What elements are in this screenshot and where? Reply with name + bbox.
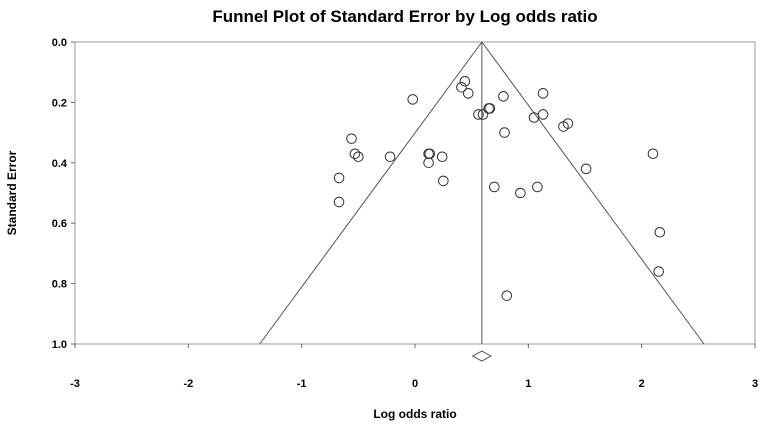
- data-point-26: [333, 172, 345, 184]
- data-point-5: [498, 91, 509, 102]
- data-point-6: [537, 88, 549, 99]
- x-tick-label-4: 1: [525, 378, 531, 390]
- data-point-28: [489, 181, 500, 193]
- x-ticks: -3 -2 -1 0 1 2 3: [70, 344, 758, 390]
- funnel-layer: [259, 41, 705, 362]
- x-tick-label-6: 3: [752, 378, 758, 390]
- data-point-34: [501, 290, 513, 301]
- x-axis-label: Log odds ratio: [373, 407, 456, 421]
- data-point-14: [558, 121, 569, 132]
- funnel-right-limit: [481, 41, 705, 345]
- data-point-12: [537, 109, 549, 120]
- data-point-17: [349, 148, 361, 160]
- data-point-19: [384, 151, 396, 163]
- data-point-25: [647, 148, 659, 160]
- data-point-22: [436, 151, 448, 163]
- x-tick-label-0: -3: [70, 378, 80, 390]
- y-tick-label-0: 0.0: [52, 37, 67, 49]
- data-point-31: [333, 196, 345, 208]
- data-point-18: [353, 151, 364, 163]
- data-point-15: [499, 127, 510, 138]
- data-point-2: [456, 82, 467, 93]
- y-tick-label-4: 0.8: [52, 279, 67, 291]
- data-point-10: [477, 109, 489, 120]
- chart-title: Funnel Plot of Standard Error by Log odd…: [212, 7, 597, 26]
- data-point-1: [459, 75, 471, 87]
- y-ticks: 0.0 0.2 0.4 0.6 0.8 1.0: [52, 37, 75, 351]
- summary-diamond: [471, 350, 492, 362]
- plot-frame: [74, 41, 756, 345]
- data-point-23: [423, 157, 434, 169]
- data-point-27: [438, 175, 449, 187]
- y-tick-label-1: 0.2: [52, 97, 67, 109]
- data-point-24: [580, 163, 592, 175]
- funnel-left-limit: [259, 41, 483, 345]
- y-axis-label: Standard Error: [5, 150, 19, 235]
- data-point-4: [407, 94, 419, 105]
- points-layer: [333, 75, 666, 301]
- data-point-16: [346, 133, 357, 144]
- data-point-33: [653, 266, 664, 277]
- x-tick-label-1: -2: [183, 378, 193, 390]
- x-tick-label-5: 2: [639, 378, 645, 390]
- data-point-3: [462, 88, 474, 99]
- data-point-8: [484, 103, 496, 114]
- y-tick-label-3: 0.6: [52, 218, 67, 230]
- y-tick-label-2: 0.4: [52, 158, 68, 170]
- data-point-29: [532, 181, 543, 193]
- data-point-32: [654, 226, 666, 238]
- y-tick-label-5: 1.0: [52, 339, 67, 351]
- x-tick-label-3: 0: [412, 378, 418, 390]
- data-point-9: [473, 109, 484, 120]
- data-point-30: [515, 187, 526, 199]
- x-tick-label-2: -1: [297, 378, 307, 390]
